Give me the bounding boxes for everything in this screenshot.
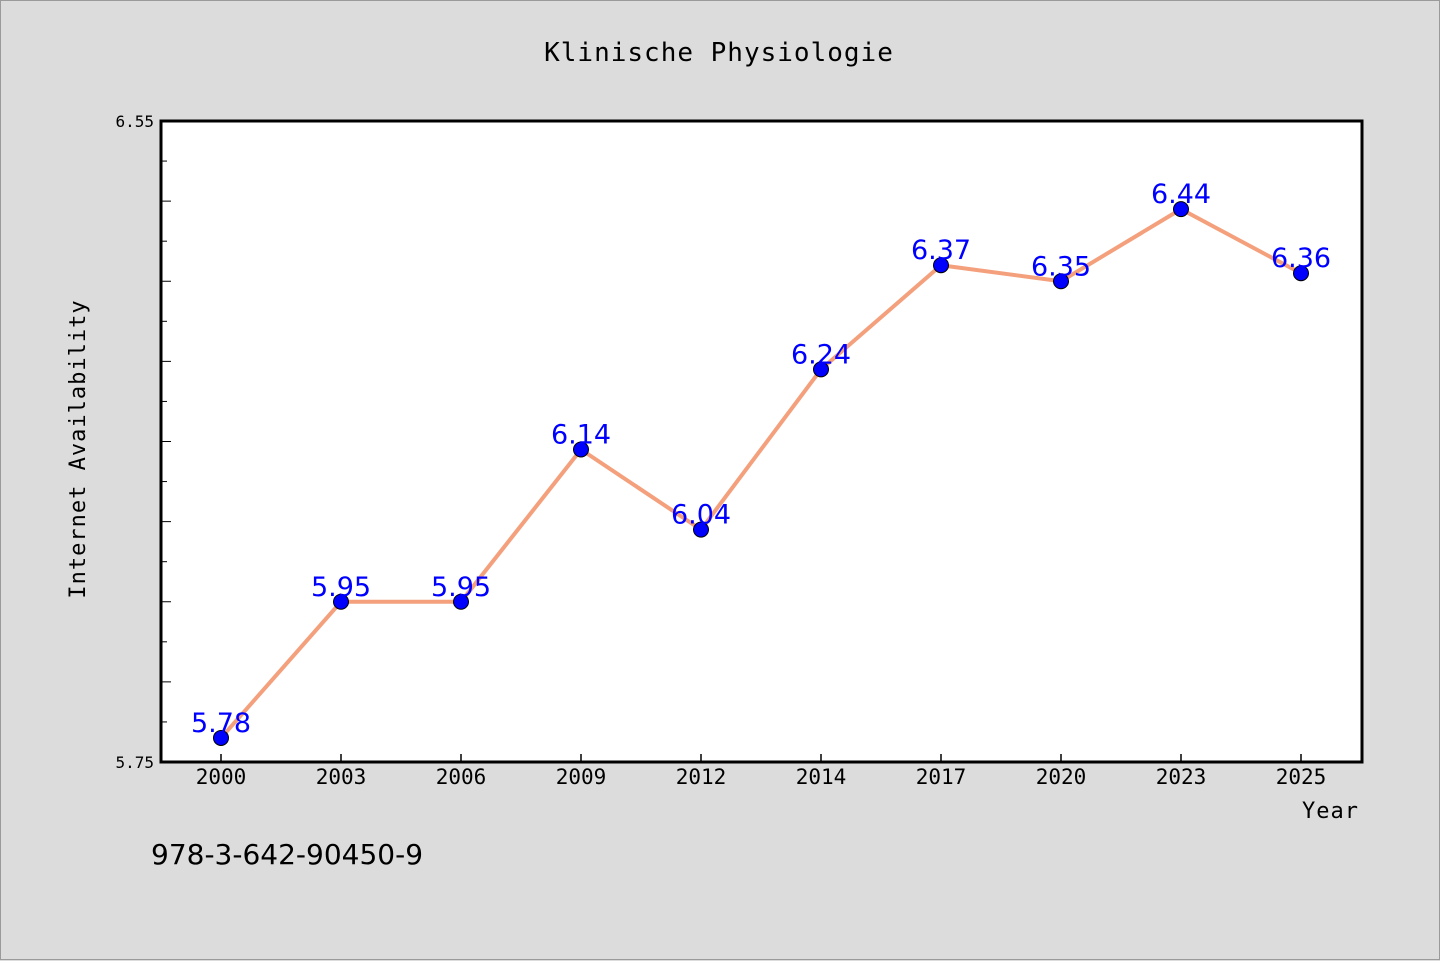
data-label-2023: 6.44 — [1151, 179, 1211, 210]
data-point-2025 — [1293, 265, 1309, 282]
x-tick-labels: 2000 2003 2006 2009 2012 2014 2017 2020 2023 2025 — [196, 765, 1327, 789]
data-point-2012 — [693, 521, 709, 538]
y-tick-label-max: 6.55 — [115, 112, 154, 131]
x-tick-label-2006: 2006 — [436, 765, 487, 789]
x-tick-label-2017: 2017 — [916, 765, 967, 789]
data-label-2020: 6.35 — [1031, 251, 1091, 282]
data-label-2017: 6.37 — [911, 235, 971, 266]
data-label-2000: 5.78 — [191, 708, 251, 739]
x-tick-label-2000: 2000 — [196, 765, 247, 789]
data-point-2006 — [453, 593, 469, 610]
data-label-2009: 6.14 — [551, 420, 611, 451]
data-point-2017 — [933, 257, 949, 274]
series-internet-availability: 5.78 5.95 5.95 6.14 6.04 6.24 6.37 6.35 6.44 6.36 — [191, 179, 1331, 746]
data-label-2006: 5.95 — [431, 572, 491, 603]
x-tick-label-2025: 2025 — [1276, 765, 1327, 789]
data-point-2000 — [213, 729, 229, 746]
x-tick-label-2023: 2023 — [1156, 765, 1207, 789]
x-axis-ticks — [220, 754, 1302, 762]
chart-title: Klinische Physiologie — [544, 38, 894, 68]
data-label-2014: 6.24 — [791, 339, 851, 370]
data-label-2012: 6.04 — [671, 500, 731, 531]
x-tick-label-2003: 2003 — [316, 765, 367, 789]
x-axis-label: Year — [1302, 799, 1359, 824]
y-tick-label-min: 5.75 — [115, 753, 154, 772]
series-line — [219, 207, 1303, 740]
plot-area — [159, 119, 1364, 764]
y-axis-minor-ticks — [161, 120, 171, 763]
data-point-2009 — [573, 441, 589, 458]
data-point-2003 — [333, 593, 349, 610]
data-point-2023 — [1173, 201, 1189, 218]
x-tick-label-2014: 2014 — [796, 765, 847, 789]
x-tick-label-2020: 2020 — [1036, 765, 1087, 789]
data-point-2020 — [1053, 273, 1069, 290]
data-label-2025: 6.36 — [1271, 243, 1331, 274]
x-tick-label-2009: 2009 — [556, 765, 607, 789]
y-axis-label: Internet Availability — [66, 299, 91, 598]
data-point-2014 — [813, 361, 829, 378]
data-label-2003: 5.95 — [311, 572, 371, 603]
x-tick-label-2012: 2012 — [676, 765, 727, 789]
isbn-text: 978-3-642-90450-9 — [151, 838, 423, 871]
